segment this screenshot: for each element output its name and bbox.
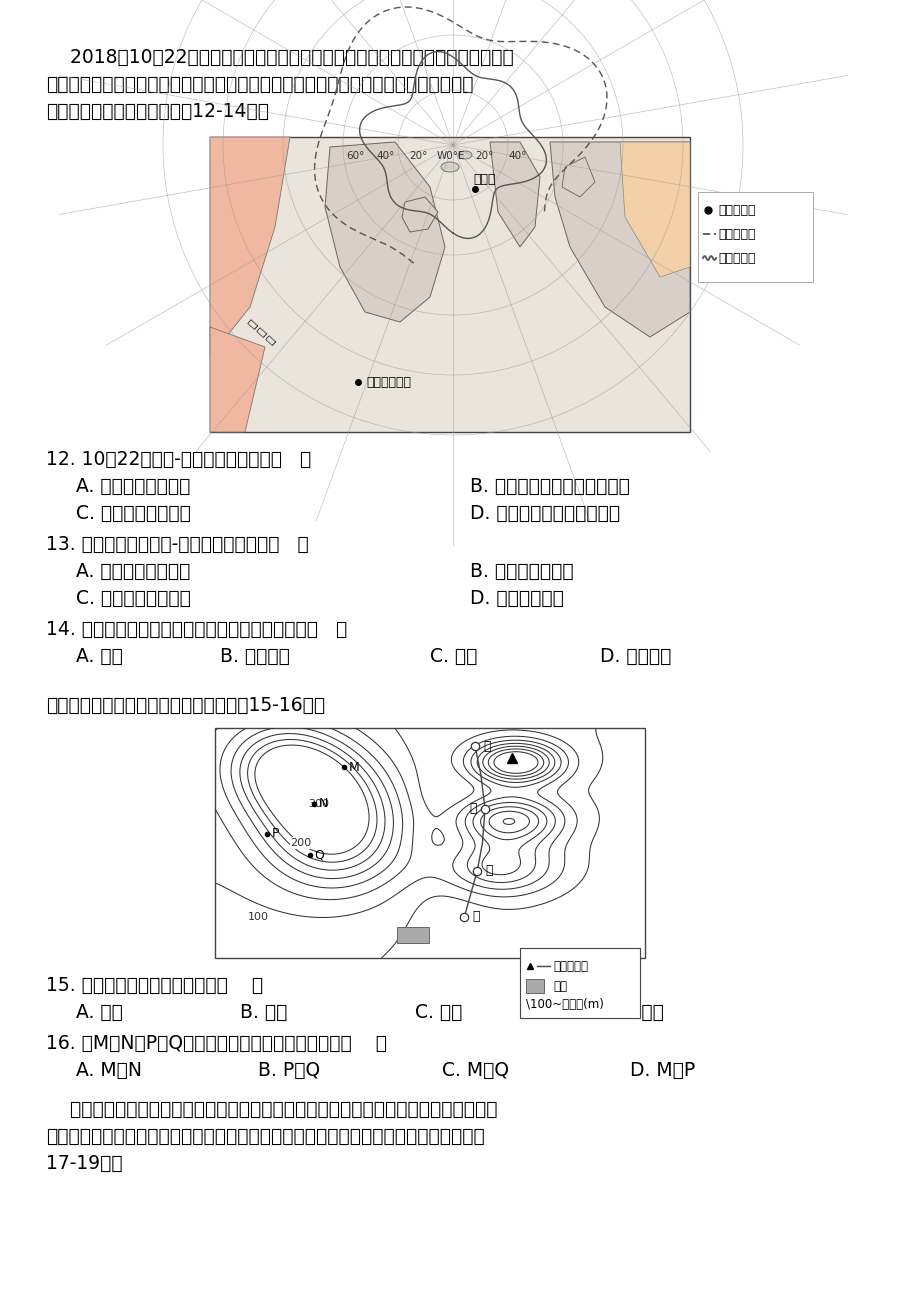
- Bar: [698, 191, 812, 283]
- Polygon shape: [402, 197, 437, 232]
- Text: C. 丙处: C. 丙处: [414, 1003, 462, 1022]
- Text: 丁: 丁: [471, 910, 480, 923]
- Text: A. 纬度: A. 纬度: [76, 647, 123, 667]
- Text: 海洋永冰界: 海洋永冰界: [717, 251, 754, 264]
- Text: 一个综合研究基地。据此完成12-14题。: 一个综合研究基地。据此完成12-14题。: [46, 102, 268, 121]
- Text: M: M: [348, 760, 359, 773]
- Bar: [215, 728, 644, 958]
- Text: 黄河站: 黄河站: [472, 173, 495, 186]
- Text: \100~等高线(m): \100~等高线(m): [526, 997, 603, 1010]
- Ellipse shape: [458, 151, 471, 159]
- Text: 于该日举办开放日活动，标志着科考站正式启用，这是我国在北极地区除黄河站之外又: 于该日举办开放日活动，标志着科考站正式启用，这是我国在北极地区除黄河站之外又: [46, 76, 473, 94]
- Text: D. 大气环流: D. 大气环流: [599, 647, 671, 667]
- Text: 40°: 40°: [508, 151, 527, 161]
- Ellipse shape: [440, 161, 459, 172]
- Text: 村庄: 村庄: [552, 979, 566, 992]
- Point: [0, 1292, 7, 1302]
- Text: C. 人类活动影响较少: C. 人类活动影响较少: [76, 589, 190, 608]
- Text: D. M和P: D. M和P: [630, 1061, 695, 1079]
- Polygon shape: [619, 142, 689, 277]
- Text: N: N: [319, 797, 328, 810]
- Text: 海洋浮冰界: 海洋浮冰界: [717, 228, 754, 241]
- Text: 40°: 40°: [377, 151, 395, 161]
- Text: Q: Q: [314, 848, 324, 861]
- Bar: [396, 927, 428, 943]
- Text: B. 乙处: B. 乙处: [240, 1003, 287, 1022]
- Point: [0, 1292, 7, 1302]
- Text: C. 太阳从西北方落下: C. 太阳从西北方落下: [76, 504, 190, 523]
- Text: D. 年均气温较高: D. 年均气温较高: [470, 589, 563, 608]
- Point: [0, 1292, 7, 1302]
- Text: B. 无法观测到极光: B. 无法观测到极光: [470, 562, 573, 581]
- Point: [0, 1292, 7, 1302]
- Point: [0, 1292, 7, 1302]
- Text: 15. 图中河流水流速度最快的是（    ）: 15. 图中河流水流速度最快的是（ ）: [46, 976, 263, 995]
- Polygon shape: [210, 137, 289, 357]
- Polygon shape: [210, 327, 265, 432]
- Bar: [519, 948, 640, 1018]
- Text: 2018年10月22日，由中国和冰岛共同筹建的中一冰北极科学考察站日正式运行。: 2018年10月22日，由中国和冰岛共同筹建的中一冰北极科学考察站日正式运行。: [46, 48, 513, 66]
- Text: W0°E: W0°E: [437, 151, 465, 161]
- Text: 北
极
圈: 北 极 圈: [247, 319, 277, 345]
- Point: [0, 1292, 7, 1302]
- Text: A. 甲处: A. 甲处: [76, 1003, 123, 1022]
- Text: 300: 300: [307, 799, 328, 809]
- Text: 下图是某区域等高线地形图，为便于登亭观景，修建了从城镇通往观景亭的盘山公路，: 下图是某区域等高线地形图，为便于登亭观景，修建了从城镇通往观景亭的盘山公路，: [46, 1100, 497, 1118]
- Text: C. M和Q: C. M和Q: [441, 1061, 508, 1079]
- Text: 16. 在M、N、P、Q四点中，海拔可能相同的两点是（    ）: 16. 在M、N、P、Q四点中，海拔可能相同的两点是（ ）: [46, 1034, 387, 1053]
- Text: P: P: [271, 827, 278, 840]
- Polygon shape: [324, 142, 445, 322]
- Text: C. 洋流: C. 洋流: [429, 647, 477, 667]
- Text: A. 白昂时长小于黑夜: A. 白昂时长小于黑夜: [76, 477, 190, 496]
- Text: 丙: 丙: [485, 865, 493, 878]
- Text: B. 正午太阳高度达到一年最小: B. 正午太阳高度达到一年最小: [470, 477, 630, 496]
- Text: 乙: 乙: [469, 802, 477, 815]
- Point: [0, 1292, 7, 1302]
- Bar: [526, 979, 543, 993]
- Text: A. M和N: A. M和N: [76, 1061, 142, 1079]
- Text: 12. 10月22日，中-冰北极科学考察站（   ）: 12. 10月22日，中-冰北极科学考察站（ ）: [46, 450, 311, 469]
- Text: 100: 100: [247, 911, 268, 922]
- Text: 17-19题。: 17-19题。: [46, 1154, 122, 1173]
- Text: 下图为某地的等高线地形图。读图，完成15-16题。: 下图为某地的等高线地形图。读图，完成15-16题。: [46, 697, 324, 715]
- Text: D. 丁处: D. 丁处: [614, 1003, 664, 1022]
- Polygon shape: [490, 142, 539, 247]
- Text: 甲: 甲: [482, 740, 490, 753]
- Text: B. P和Q: B. P和Q: [257, 1061, 320, 1079]
- Bar: [210, 137, 689, 432]
- Text: A. 物资补给相对困难: A. 物资补给相对困难: [76, 562, 190, 581]
- Text: 科学考察站: 科学考察站: [717, 203, 754, 216]
- Text: 中一冰科考站: 中一冰科考站: [366, 375, 411, 388]
- Text: B. 海底地形: B. 海底地形: [220, 647, 289, 667]
- Polygon shape: [562, 158, 595, 197]
- Point: [0, 1292, 7, 1302]
- Text: 200: 200: [290, 838, 312, 848]
- Text: D. 周边植被的绿叶呼之欲出: D. 周边植被的绿叶呼之欲出: [470, 504, 619, 523]
- Text: 20°: 20°: [474, 151, 493, 161]
- Text: 20°: 20°: [408, 151, 426, 161]
- Text: 山峰一河流: 山峰一河流: [552, 960, 587, 973]
- Text: 60°: 60°: [346, 151, 364, 161]
- Text: 在公路的某些路边设有凸面镜，见图右，用于视线受阻的情况下观察对向车辆。据此完成: 在公路的某些路边设有凸面镜，见图右，用于视线受阻的情况下观察对向车辆。据此完成: [46, 1128, 484, 1146]
- Text: 14. 影响图中海洋永（浮）冰界走向的主导因素是（   ）: 14. 影响图中海洋永（浮）冰界走向的主导因素是（ ）: [46, 620, 346, 639]
- Polygon shape: [550, 142, 689, 337]
- Text: 13. 与黄河站相比，中-冰北极科学考察站（   ）: 13. 与黄河站相比，中-冰北极科学考察站（ ）: [46, 535, 309, 553]
